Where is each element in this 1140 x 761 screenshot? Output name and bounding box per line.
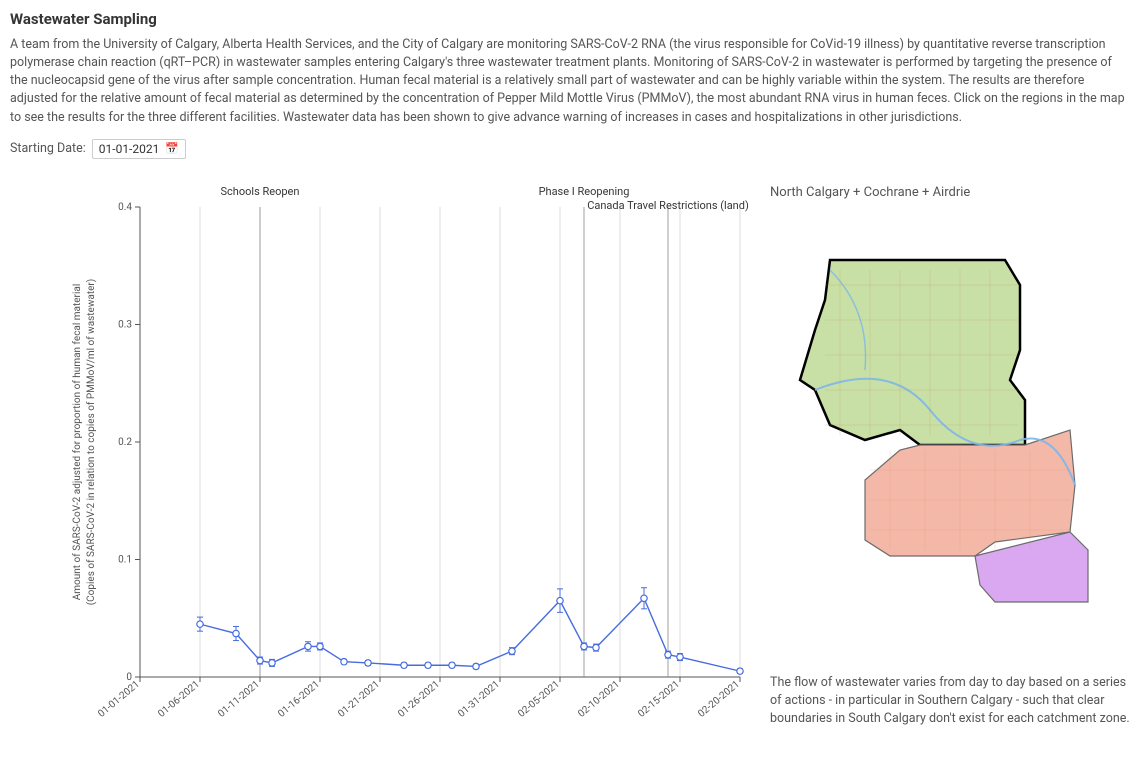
content-row: 00.10.20.30.401-01-202101-06-202101-11-2… [10, 177, 1130, 741]
starting-date-input[interactable]: 01-01-2021 📅 [92, 139, 186, 159]
chart-container: 00.10.20.30.401-01-202101-06-202101-11-2… [10, 177, 750, 741]
date-label: Starting Date: [10, 141, 86, 156]
svg-text:01-26-2021: 01-26-2021 [396, 678, 442, 719]
svg-text:(Copies of SARS-CoV-2 in relat: (Copies of SARS-CoV-2 in relation to cop… [85, 278, 97, 605]
svg-text:01-21-2021: 01-21-2021 [336, 678, 382, 719]
svg-text:0.2: 0.2 [118, 437, 132, 448]
svg-text:01-16-2021: 01-16-2021 [276, 678, 322, 719]
svg-text:01-06-2021: 01-06-2021 [156, 678, 202, 719]
page-description: A team from the University of Calgary, A… [10, 36, 1130, 127]
page-root: Wastewater Sampling A team from the Univ… [0, 0, 1140, 761]
svg-text:01-11-2021: 01-11-2021 [216, 678, 262, 719]
svg-text:Amount of SARS-CoV-2 adjusted: Amount of SARS-CoV-2 adjusted for propor… [71, 283, 83, 600]
svg-text:Canada Travel Restrictions (la: Canada Travel Restrictions (land) [587, 199, 749, 212]
region-map[interactable] [770, 230, 1100, 630]
map-panel: North Calgary + Cochrane + Airdrie The f… [770, 177, 1130, 741]
svg-text:01-01-2021: 01-01-2021 [96, 678, 142, 719]
svg-text:0.1: 0.1 [118, 554, 132, 565]
svg-text:02-20-2021: 02-20-2021 [696, 678, 742, 719]
map-region-north[interactable] [800, 260, 1025, 445]
date-row: Starting Date: 01-01-2021 📅 [10, 139, 1130, 159]
svg-text:02-05-2021: 02-05-2021 [516, 678, 562, 719]
svg-text:01-31-2021: 01-31-2021 [456, 678, 502, 719]
svg-text:Phase I Reopening: Phase I Reopening [539, 185, 630, 198]
svg-text:0.4: 0.4 [118, 202, 132, 213]
line-chart: 00.10.20.30.401-01-202101-06-202101-11-2… [10, 177, 750, 737]
page-title: Wastewater Sampling [10, 10, 1130, 28]
date-value: 01-01-2021 [99, 142, 160, 156]
map-note: The flow of wastewater varies from day t… [770, 674, 1130, 728]
svg-text:0.3: 0.3 [118, 319, 132, 330]
svg-text:Schools Reopen: Schools Reopen [221, 185, 300, 198]
map-region-central[interactable] [865, 430, 1075, 556]
svg-text:02-10-2021: 02-10-2021 [576, 678, 622, 719]
calendar-icon: 📅 [165, 142, 179, 155]
map-title: North Calgary + Cochrane + Airdrie [770, 185, 1130, 200]
svg-text:02-15-2021: 02-15-2021 [636, 678, 682, 719]
